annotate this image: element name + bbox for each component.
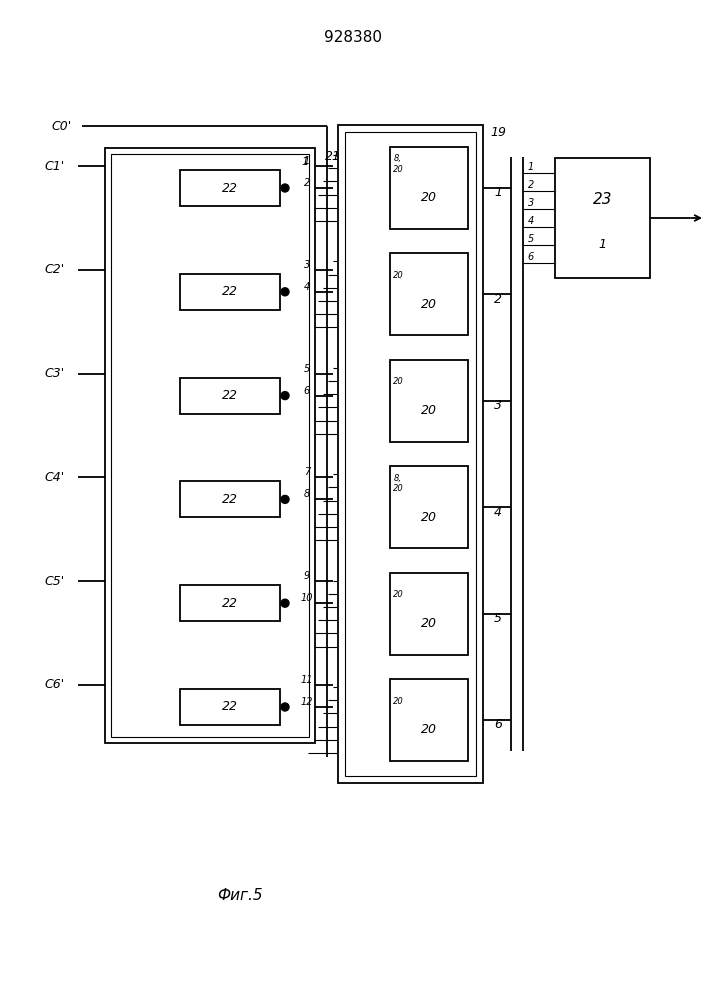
Bar <box>180 378 280 414</box>
Bar <box>345 132 476 776</box>
Text: 22: 22 <box>222 285 238 298</box>
Circle shape <box>281 392 289 400</box>
Text: 22: 22 <box>222 700 238 714</box>
Text: 3: 3 <box>494 399 502 412</box>
Text: 23: 23 <box>592 192 612 208</box>
Text: 5: 5 <box>494 612 502 625</box>
Text: 6: 6 <box>528 252 534 262</box>
Text: 5: 5 <box>528 234 534 244</box>
Text: 20: 20 <box>421 723 437 736</box>
Text: 10: 10 <box>300 593 313 603</box>
Text: 20: 20 <box>392 484 404 493</box>
Text: 8,: 8, <box>394 474 402 483</box>
Text: 1: 1 <box>494 186 502 200</box>
Text: 21: 21 <box>325 149 341 162</box>
Text: 22: 22 <box>222 389 238 402</box>
Text: 1: 1 <box>301 157 308 167</box>
Bar <box>390 466 468 548</box>
Circle shape <box>281 288 289 296</box>
Circle shape <box>281 495 289 503</box>
Text: 12: 12 <box>300 697 313 707</box>
Text: 20: 20 <box>421 511 437 524</box>
Bar <box>180 170 280 206</box>
Bar <box>390 360 468 442</box>
Text: 22: 22 <box>222 182 238 194</box>
Circle shape <box>281 703 289 711</box>
Text: 20: 20 <box>392 377 404 386</box>
Text: 8,: 8, <box>394 154 402 163</box>
Text: 3: 3 <box>304 260 310 270</box>
Text: C2': C2' <box>45 263 65 276</box>
Text: C5': C5' <box>45 575 65 588</box>
Text: 1: 1 <box>528 162 534 172</box>
Text: 11: 11 <box>300 675 313 685</box>
Text: 5: 5 <box>304 364 310 374</box>
Text: 22: 22 <box>222 597 238 610</box>
Bar <box>105 148 315 743</box>
Bar <box>338 125 483 783</box>
Text: C1': C1' <box>45 159 65 172</box>
Text: C4': C4' <box>45 471 65 484</box>
Text: 19: 19 <box>490 126 506 139</box>
Bar <box>180 481 280 517</box>
Text: 2: 2 <box>494 293 502 306</box>
Bar <box>555 158 650 278</box>
Bar <box>390 253 468 335</box>
Text: 20: 20 <box>392 696 404 706</box>
Text: C0': C0' <box>52 119 72 132</box>
Bar <box>111 154 309 737</box>
Text: 8: 8 <box>304 489 310 499</box>
Text: 3: 3 <box>528 198 534 208</box>
Circle shape <box>281 599 289 607</box>
Text: 22: 22 <box>222 493 238 506</box>
Text: C3': C3' <box>45 367 65 380</box>
Text: 1: 1 <box>599 238 607 251</box>
Bar <box>180 274 280 310</box>
Text: 4: 4 <box>494 506 502 519</box>
Text: 20: 20 <box>421 191 437 204</box>
Text: 928380: 928380 <box>324 30 382 45</box>
Text: 1: 1 <box>304 156 310 166</box>
Text: 20: 20 <box>421 298 437 311</box>
Text: 6: 6 <box>304 386 310 396</box>
Bar <box>180 585 280 621</box>
Bar <box>390 573 468 655</box>
Text: C6': C6' <box>45 678 65 692</box>
Text: 4: 4 <box>304 282 310 292</box>
Text: 7: 7 <box>304 467 310 477</box>
Text: 6: 6 <box>494 718 502 732</box>
Text: 9: 9 <box>304 571 310 581</box>
Text: Фиг.5: Фиг.5 <box>217 888 263 902</box>
Text: 2: 2 <box>304 178 310 188</box>
Bar <box>390 679 468 761</box>
Text: 20: 20 <box>421 617 437 630</box>
Text: 20: 20 <box>392 590 404 599</box>
Text: 4: 4 <box>528 216 534 226</box>
Bar <box>390 147 468 229</box>
Text: 20: 20 <box>392 164 404 174</box>
Text: 20: 20 <box>421 404 437 417</box>
Bar <box>180 689 280 725</box>
Text: 20: 20 <box>392 271 404 280</box>
Text: 2: 2 <box>528 180 534 190</box>
Circle shape <box>281 184 289 192</box>
